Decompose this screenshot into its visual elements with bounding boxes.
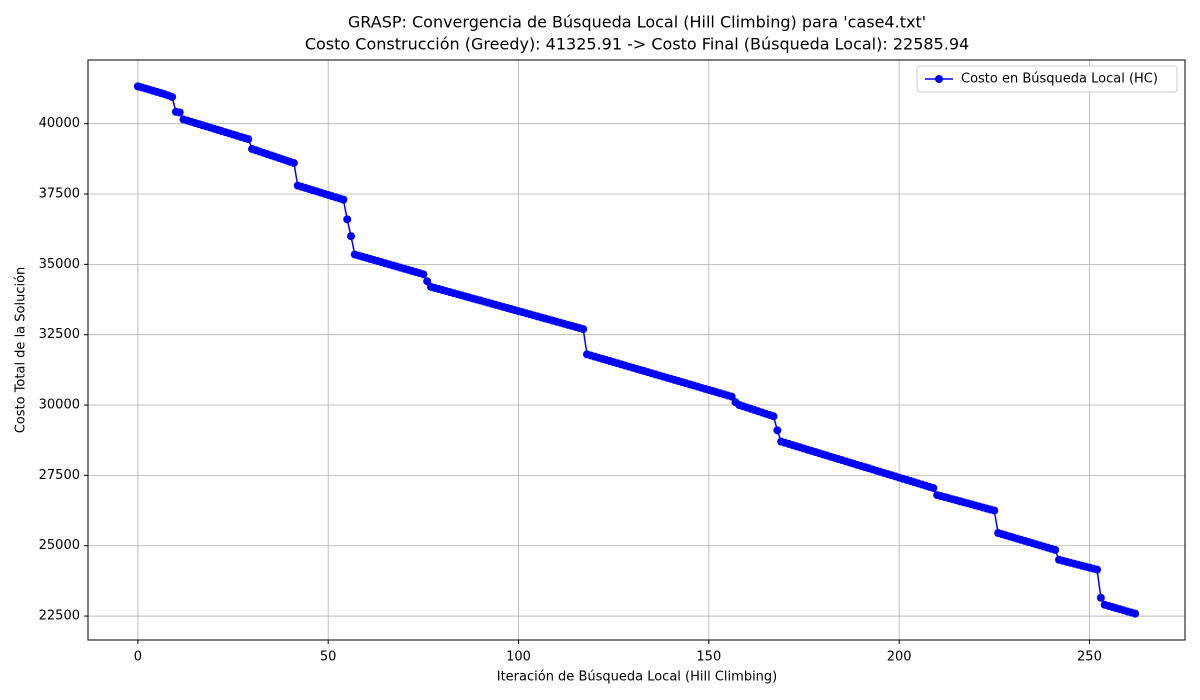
y-tick-label: 25000 bbox=[39, 538, 80, 553]
y-tick-label: 27500 bbox=[39, 468, 80, 483]
point bbox=[769, 412, 778, 421]
point bbox=[289, 159, 298, 168]
x-tick-label: 250 bbox=[1077, 650, 1102, 665]
x-axis-label: Iteración de Búsqueda Local (Hill Climbi… bbox=[497, 670, 778, 685]
x-tick-label: 100 bbox=[506, 650, 531, 665]
point bbox=[1131, 609, 1140, 618]
point bbox=[339, 195, 348, 204]
y-tick-label: 37500 bbox=[39, 187, 80, 202]
point bbox=[1096, 593, 1105, 602]
chart-subtitle: Costo Construcción (Greedy): 41325.91 ->… bbox=[305, 35, 969, 54]
point bbox=[343, 215, 352, 224]
x-tick-label: 150 bbox=[696, 650, 721, 665]
y-tick-label: 32500 bbox=[39, 327, 80, 342]
x-tick-label: 0 bbox=[134, 650, 142, 665]
y-tick-label: 30000 bbox=[39, 398, 80, 413]
x-tick-label: 50 bbox=[320, 650, 337, 665]
point bbox=[990, 506, 999, 515]
y-tick-label: 35000 bbox=[39, 257, 80, 272]
point bbox=[244, 135, 253, 144]
point bbox=[423, 277, 432, 286]
point bbox=[1093, 565, 1102, 574]
y-axis-label: Costo Total de la Solución bbox=[14, 267, 29, 434]
point bbox=[1051, 545, 1060, 554]
plot-frame bbox=[87, 59, 1186, 641]
legend: Costo en Búsqueda Local (HC) bbox=[916, 65, 1178, 93]
point bbox=[175, 108, 184, 117]
legend-box bbox=[916, 65, 1178, 93]
point bbox=[579, 325, 588, 334]
point bbox=[929, 484, 938, 493]
point bbox=[727, 392, 736, 401]
point bbox=[419, 270, 428, 279]
legend-label: Costo en Búsqueda Local (HC) bbox=[961, 72, 1158, 87]
point bbox=[347, 232, 356, 241]
point bbox=[168, 92, 177, 101]
point bbox=[773, 426, 782, 435]
x-tick-label: 200 bbox=[887, 650, 912, 665]
chart-title: GRASP: Convergencia de Búsqueda Local (H… bbox=[348, 13, 926, 32]
line bbox=[137, 85, 1136, 615]
y-tick-label: 22500 bbox=[39, 609, 80, 624]
y-tick-label: 40000 bbox=[39, 116, 80, 131]
legend-marker bbox=[935, 75, 943, 83]
